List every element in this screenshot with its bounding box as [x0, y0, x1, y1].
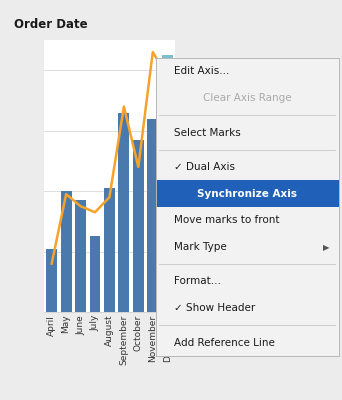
Text: Select Marks: Select Marks [174, 128, 241, 138]
Bar [90, 236, 101, 312]
Bar [61, 191, 71, 312]
Bar [133, 140, 144, 312]
Text: Clear Axis Range: Clear Axis Range [203, 93, 291, 103]
Text: ✓ Show Header: ✓ Show Header [174, 303, 255, 313]
Text: Synchronize Axis: Synchronize Axis [197, 188, 297, 198]
Text: Edit Axis...: Edit Axis... [174, 66, 229, 76]
Bar [156, 180, 339, 207]
Bar [118, 112, 129, 312]
Bar [162, 55, 173, 312]
Text: Move marks to front: Move marks to front [174, 216, 279, 226]
Text: Order Date: Order Date [14, 18, 87, 31]
Text: Format...: Format... [174, 276, 221, 286]
Bar [75, 200, 86, 312]
Bar [147, 118, 158, 312]
Text: ▶: ▶ [323, 243, 329, 252]
Bar [46, 248, 57, 312]
Text: Mark Type: Mark Type [174, 242, 227, 252]
Bar [104, 188, 115, 312]
Text: Add Reference Line: Add Reference Line [174, 338, 275, 348]
Text: ✓ Dual Axis: ✓ Dual Axis [174, 162, 235, 172]
